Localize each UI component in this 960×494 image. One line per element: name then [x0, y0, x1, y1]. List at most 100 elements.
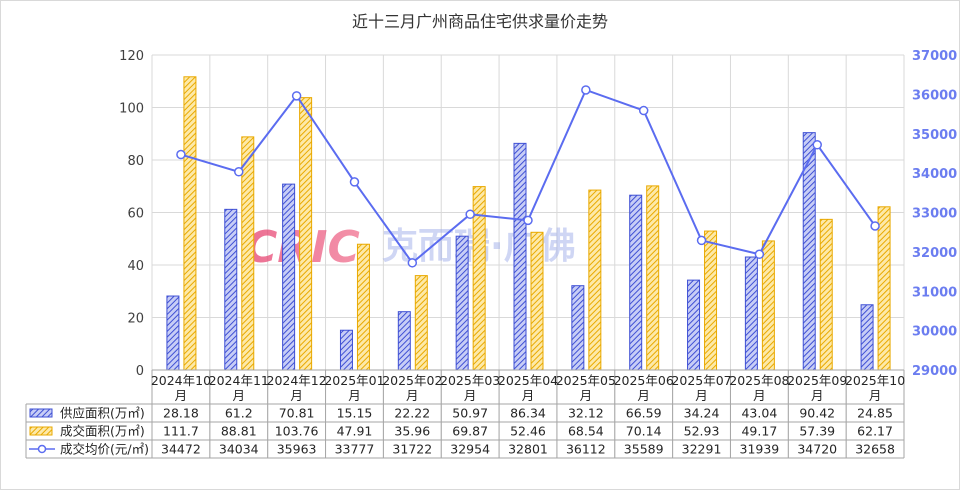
x-tick-label: 月 [406, 388, 419, 403]
deal-bar [530, 231, 544, 371]
data-table: 2024年10月2024年11月2024年12月2025年01月2025年02月… [25, 370, 905, 459]
bars-layer [166, 76, 891, 371]
data-label: 52.93 [684, 424, 720, 439]
supply-bar [224, 208, 238, 371]
left-tick-label: 100 [119, 102, 144, 117]
supply-bar [339, 329, 353, 371]
x-tick-label: 月 [290, 388, 303, 403]
x-tick-label: 月 [753, 388, 766, 403]
data-label: 66.59 [626, 406, 662, 421]
supply-bar [687, 279, 701, 371]
x-tick-label: 2025年02 [382, 373, 442, 388]
right-tick-label: 32000 [912, 246, 957, 261]
axis-layer: 0 20 40 60 80 100 120 29000 30000 31000 32000 33000… [119, 49, 957, 379]
deal-bar [356, 243, 370, 371]
deal-bar [819, 218, 833, 371]
data-label: 28.18 [163, 406, 199, 421]
x-tick-label: 2025年07 [671, 373, 731, 388]
data-label: 31939 [740, 442, 780, 457]
data-label: 32954 [450, 442, 490, 457]
data-label: 31722 [392, 442, 432, 457]
x-tick-label: 月 [175, 388, 188, 403]
data-label: 34720 [797, 442, 837, 457]
x-tick-label: 2025年01 [324, 373, 384, 388]
supply-bar [629, 194, 643, 371]
x-tick-label: 2025年08 [729, 373, 789, 388]
data-label: 52.46 [510, 424, 546, 439]
price-point [696, 235, 707, 246]
deal-bar [241, 136, 255, 371]
data-label: 61.2 [225, 406, 253, 421]
supply-bar [455, 235, 469, 371]
data-label: 32658 [855, 442, 895, 457]
right-tick-label: 30000 [912, 325, 957, 340]
data-label: 103.76 [275, 424, 319, 439]
left-tick-label: 0 [136, 364, 144, 379]
right-tick-label: 35000 [912, 128, 957, 143]
supply-bar [397, 311, 411, 371]
supply-bar [166, 295, 180, 371]
legend-label: 成交均价(元/㎡) [60, 442, 149, 457]
data-label: 49.17 [741, 424, 777, 439]
price-point [523, 215, 533, 226]
data-label: 35.96 [394, 424, 430, 439]
x-tick-label: 2025年03 [440, 373, 500, 388]
right-tick-label: 37000 [912, 49, 957, 64]
price-point [407, 258, 418, 268]
chart-title: 近十三月广州商品住宅供求量价走势 [352, 12, 608, 31]
price-point [349, 177, 360, 187]
deal-bar [761, 240, 775, 371]
line-layer [176, 85, 880, 268]
price-point [581, 85, 591, 95]
data-label: 33777 [335, 442, 375, 457]
right-tick-label: 36000 [912, 88, 957, 103]
supply-bar [571, 285, 585, 371]
legend-deal-key [29, 426, 53, 436]
data-label: 34034 [219, 442, 259, 457]
right-tick-label: 31000 [912, 285, 957, 300]
data-label: 90.42 [799, 406, 835, 421]
deal-bar [588, 189, 602, 371]
price-point [465, 209, 475, 220]
data-label: 43.04 [741, 406, 777, 421]
x-tick-label: 2024年11 [209, 373, 269, 388]
legend-price-key-point [37, 444, 47, 454]
x-tick-label: 月 [869, 388, 882, 403]
x-tick-label: 2024年10 [151, 373, 211, 388]
x-tick-label: 2024年12 [267, 373, 327, 388]
legend-label: 供应面积(万㎡) [60, 406, 145, 421]
left-tick-label: 40 [127, 259, 144, 274]
deal-bar [646, 185, 660, 371]
data-label: 57.39 [799, 424, 835, 439]
data-label: 88.81 [221, 424, 257, 439]
data-label: 15.15 [337, 406, 373, 421]
deal-bar [414, 275, 428, 371]
x-tick-label: 2025年05 [556, 373, 616, 388]
data-label: 68.54 [568, 424, 604, 439]
data-label: 35963 [277, 442, 317, 457]
supply-bar [744, 256, 758, 371]
deal-bar [183, 76, 197, 371]
data-label: 86.34 [510, 406, 546, 421]
data-label: 47.91 [337, 424, 373, 439]
deal-bar [299, 97, 313, 371]
x-tick-label: 2025年06 [614, 373, 674, 388]
x-tick-label: 2025年09 [787, 373, 847, 388]
deal-bar [877, 206, 891, 371]
data-label: 22.22 [394, 406, 430, 421]
data-label: 111.7 [163, 424, 199, 439]
x-tick-label: 月 [522, 388, 535, 403]
x-tick-label: 月 [637, 388, 650, 403]
x-tick-label: 月 [580, 388, 593, 403]
data-label: 62.17 [857, 424, 893, 439]
x-tick-label: 月 [348, 388, 361, 403]
left-tick-label: 120 [119, 49, 144, 64]
legend-supply-key [29, 408, 53, 418]
price-point [870, 221, 880, 231]
data-label: 36112 [566, 442, 606, 457]
left-tick-label: 20 [127, 312, 144, 327]
x-tick-label: 2025年04 [498, 373, 558, 388]
right-tick-label: 33000 [912, 207, 957, 222]
